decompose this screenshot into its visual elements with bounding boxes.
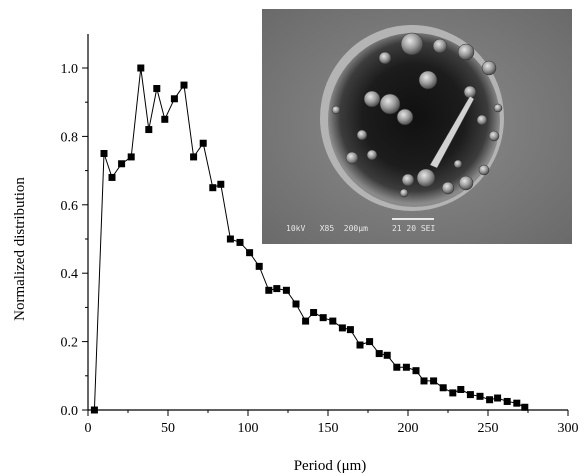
data-point [338,324,346,332]
data-point [356,341,364,349]
data-point [346,326,354,334]
data-point [209,184,217,192]
y-tick-label: 1.0 [61,62,79,77]
data-point [486,396,494,404]
y-tick-label: 0.4 [61,267,79,282]
data-point [100,150,108,157]
y-tick-label: 0.6 [61,199,79,214]
data-point [439,384,447,392]
data-point [476,392,484,400]
x-tick-label: 0 [85,421,92,436]
y-axis-ticks: 0.0 0.2 0.4 0.6 0.8 1.0 [61,62,88,419]
y-tick-label: 0.0 [61,404,79,419]
data-point [375,350,383,358]
data-point [503,397,511,405]
sem-micrograph-inset: 10kV X85 200μm 21 20 SEI [262,9,572,244]
data-point [430,377,438,385]
data-point [420,377,428,385]
data-point [226,235,234,243]
data-point [108,173,116,181]
data-point [282,286,290,294]
data-point [393,363,401,371]
data-point [153,85,161,93]
x-tick-label: 50 [161,421,175,436]
data-point [145,126,153,134]
data-point [137,64,145,72]
data-point [217,180,225,188]
sem-info-text: 10kV X85 200μm 21 20 SEI [286,224,435,233]
data-point [521,403,529,411]
data-point [292,300,300,308]
data-point [457,385,465,393]
data-point [319,314,327,322]
data-point [246,249,254,257]
data-point [302,317,310,325]
x-axis-ticks: 0 50 100 150 200 250 300 [85,410,579,436]
x-tick-label: 250 [478,421,499,436]
data-point [118,160,126,168]
data-point [273,285,281,293]
data-point [310,309,318,317]
data-point [161,115,169,123]
data-point [199,139,207,147]
y-tick-label: 0.2 [61,336,79,351]
sem-scale-bar [392,218,434,220]
y-tick-label: 0.8 [61,130,79,145]
y-axis-label: Normalized distribution [12,177,28,321]
droplets [331,32,503,198]
data-point [265,286,273,294]
data-point [513,399,521,407]
x-axis-label: Period (μm) [294,458,367,474]
data-point [90,406,98,414]
data-point [412,367,420,375]
x-tick-label: 200 [398,421,419,436]
data-point [494,394,502,402]
data-point [190,153,198,161]
x-tick-label: 300 [558,421,579,436]
data-point [449,389,457,397]
data-point [402,363,410,371]
data-point [366,338,374,346]
x-tick-label: 100 [238,421,259,436]
x-tick-label: 150 [318,421,339,436]
data-point [170,95,178,103]
data-point [383,351,391,359]
data-point [236,238,244,246]
data-point [329,317,337,325]
data-series [90,64,529,414]
needle [429,95,475,169]
data-point [255,262,263,270]
data-point [127,153,135,161]
data-point [466,391,474,399]
data-point [180,81,188,89]
